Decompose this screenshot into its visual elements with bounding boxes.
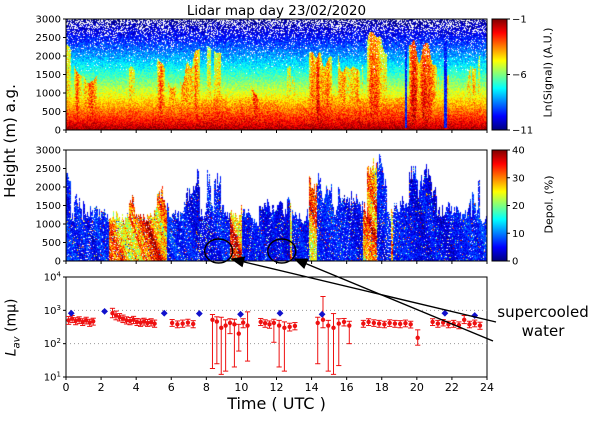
supercooled-water-annotation: supercooled water <box>497 303 589 340</box>
svg-text:1000: 1000 <box>36 89 61 100</box>
svg-text:500: 500 <box>42 107 61 118</box>
svg-text:10: 10 <box>512 229 525 240</box>
svg-text:0: 0 <box>55 126 61 137</box>
svg-text:3000: 3000 <box>36 15 61 26</box>
svg-text:103: 103 <box>44 304 61 317</box>
svg-text:24: 24 <box>480 381 494 394</box>
svg-text:4: 4 <box>133 381 140 394</box>
svg-text:104: 104 <box>44 271 62 284</box>
svg-text:0: 0 <box>63 381 70 394</box>
svg-text:20: 20 <box>410 381 424 394</box>
svg-text:0: 0 <box>512 257 518 268</box>
svg-text:3000: 3000 <box>36 146 61 157</box>
figure-title: Lidar map day 23/02/2020 <box>186 3 367 19</box>
signal-heatmap-canvas <box>66 19 487 130</box>
svg-text:20: 20 <box>512 201 525 212</box>
lav-axis-label-l: L <box>3 348 20 357</box>
svg-text:10: 10 <box>234 381 248 394</box>
lav-axis-label: Lav (mμ) <box>4 281 23 373</box>
svg-text:101: 101 <box>44 371 61 384</box>
depolarization-heatmap-canvas <box>66 150 487 261</box>
svg-text:40: 40 <box>512 146 525 157</box>
svg-text:500: 500 <box>42 238 61 249</box>
svg-text:8: 8 <box>203 381 210 394</box>
depol-colorbar-label: Depol. (%) <box>542 175 556 234</box>
svg-text:1500: 1500 <box>36 70 61 81</box>
svg-text:2000: 2000 <box>36 183 61 194</box>
lav-axis-label-sub: av <box>11 336 23 349</box>
svg-text:30: 30 <box>512 173 525 184</box>
svg-text:2000: 2000 <box>36 52 61 63</box>
lav-axis-label-unit: (mμ) <box>3 298 20 337</box>
svg-text:14: 14 <box>305 381 319 394</box>
svg-text:1000: 1000 <box>36 220 61 231</box>
svg-text:1500: 1500 <box>36 201 61 212</box>
time-axis-label: Time ( UTC ) <box>227 394 326 413</box>
height-axis-label: Height (m) a.g. <box>1 84 19 198</box>
svg-text:2500: 2500 <box>36 33 61 44</box>
svg-text:0: 0 <box>55 257 61 268</box>
svg-text:−1: −1 <box>512 15 527 26</box>
svg-text:22: 22 <box>445 381 459 394</box>
svg-text:2: 2 <box>98 381 105 394</box>
svg-text:6: 6 <box>168 381 175 394</box>
svg-text:16: 16 <box>340 381 354 394</box>
signal-colorbar-label: Ln(Signal) (A.U.) <box>541 27 555 118</box>
svg-text:−6: −6 <box>512 70 527 81</box>
svg-text:18: 18 <box>375 381 389 394</box>
svg-text:12: 12 <box>270 381 284 394</box>
svg-text:−11: −11 <box>512 126 533 137</box>
svg-text:102: 102 <box>44 337 61 350</box>
svg-text:2500: 2500 <box>36 164 61 175</box>
